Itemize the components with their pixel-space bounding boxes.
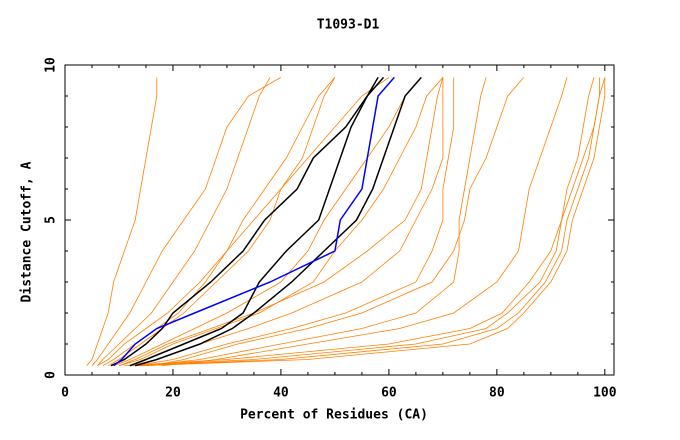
series-line (140, 77, 606, 367)
series-line (124, 77, 595, 367)
series-line (113, 76, 395, 367)
series-line (86, 77, 158, 366)
x-tick-label: 80 (489, 386, 505, 401)
x-tick-label: 20 (165, 386, 181, 401)
series-line (135, 77, 455, 367)
y-axis-label: Distance Cutoff, A (20, 161, 35, 302)
series-line (162, 77, 568, 367)
x-tick-label: 40 (273, 386, 289, 401)
series-line (97, 77, 271, 366)
series-line (113, 77, 422, 367)
series-line (108, 77, 336, 367)
x-tick-label: 0 (61, 386, 69, 401)
series-line (97, 77, 390, 367)
x-tick-label: 100 (593, 386, 617, 401)
series-line (151, 77, 525, 367)
chart-title: T1093-D1 (317, 18, 380, 33)
series-line (110, 76, 385, 367)
series-line (91, 77, 282, 366)
y-tick-label: 10 (44, 57, 59, 73)
x-tick-label: 60 (381, 386, 397, 401)
series-line (134, 76, 422, 367)
series-line (129, 77, 379, 367)
x-axis-label: Percent of Residues (CA) (240, 408, 428, 423)
y-tick-label: 0 (44, 371, 59, 379)
y-tick-label: 5 (44, 216, 59, 224)
series-line (118, 77, 444, 367)
series-line (135, 77, 606, 367)
series-line (145, 77, 487, 367)
